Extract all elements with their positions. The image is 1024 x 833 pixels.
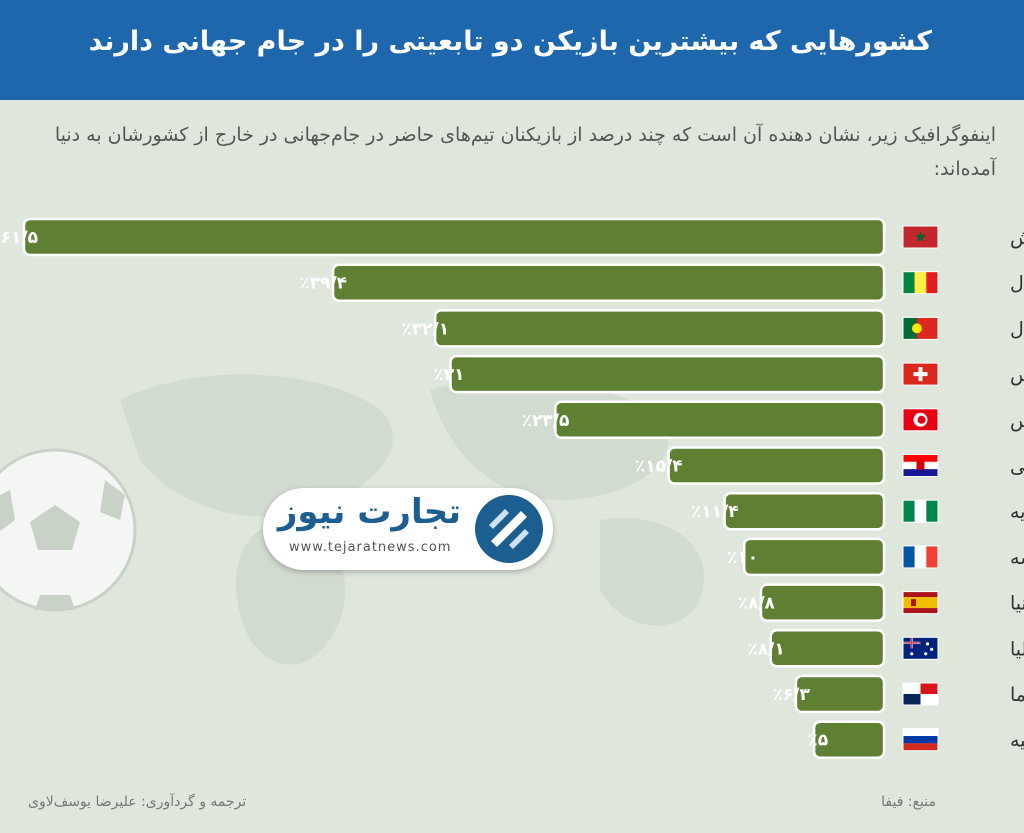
australia-flag-icon	[902, 636, 939, 660]
morocco-flag-icon	[902, 225, 939, 249]
bar	[812, 720, 886, 759]
data-label: ٪۲۳/۵	[522, 411, 570, 431]
spain-flag-icon	[902, 591, 939, 615]
bar	[554, 400, 886, 440]
logo-url: www.tejaratnews.com	[289, 540, 452, 555]
bar	[22, 217, 886, 257]
credit-note: ترجمه و گردآوری: علیرضا یوسف‌لاوی	[28, 794, 247, 810]
bar	[723, 491, 886, 531]
data-label: ٪۸/۱	[747, 639, 784, 659]
bar	[667, 446, 886, 485]
switzerland-flag-icon	[902, 362, 939, 386]
category-label: پرتغال	[1010, 318, 1024, 340]
tejaratnews-logo-mark-icon	[475, 495, 543, 563]
category-label: تونس	[1010, 410, 1024, 432]
page-title: کشورهایی که بیشترین بازیکن دو تابعیتی را…	[88, 26, 932, 57]
data-label: ٪۱۵/۴	[635, 457, 683, 477]
header-banner: کشورهایی که بیشترین بازیکن دو تابعیتی را…	[0, 0, 1024, 100]
data-label: ٪۳۹/۴	[299, 274, 347, 294]
panama-flag-icon	[902, 682, 939, 706]
data-label: ٪۳۱	[433, 365, 464, 385]
logo-name: تجارت نیوز	[277, 492, 461, 532]
bar	[759, 583, 886, 622]
portugal-flag-icon	[902, 316, 939, 340]
tunisia-flag-icon	[902, 408, 939, 432]
russia-flag-icon	[902, 728, 939, 752]
category-label: نیجریه	[1010, 501, 1024, 523]
data-label: ٪۶/۳	[773, 685, 811, 705]
category-label: سنگال	[1010, 272, 1024, 295]
bar	[769, 629, 886, 668]
bar	[433, 309, 886, 348]
tejaratnews-logo: تجارت نیوز www.tejaratnews.com	[263, 488, 553, 570]
category-label: سوئیس	[1010, 364, 1024, 386]
data-label: ٪۶۱/۵	[0, 228, 38, 248]
category-label: فرانسه	[1010, 547, 1024, 569]
data-label: ٪۳۲/۱	[401, 319, 449, 339]
category-label: استرالیا	[1010, 638, 1024, 660]
subtitle: اینفوگرافیک زیر، نشان دهنده آن است که چن…	[54, 124, 996, 180]
data-label: ٪۸/۸	[738, 594, 776, 614]
category-label: پاناما	[1010, 684, 1024, 706]
croatia-flag-icon	[902, 454, 939, 477]
data-label: ٪۱۱/۴	[691, 502, 739, 522]
soccer-ball-icon	[0, 448, 137, 612]
bar	[742, 537, 886, 577]
bar	[794, 674, 886, 714]
category-label: اسپانیا	[1010, 593, 1024, 615]
source-note: منبع: فیفا	[881, 794, 936, 810]
senegal-flag-icon	[902, 271, 939, 295]
data-label: ٪۵	[807, 731, 828, 751]
nigeria-flag-icon	[902, 499, 939, 523]
category-label: مراکش	[1010, 227, 1024, 249]
category-label: کرواسی	[1010, 456, 1024, 478]
bar	[331, 263, 886, 302]
france-flag-icon	[902, 545, 939, 569]
category-label: روسیه	[1010, 730, 1024, 752]
data-label: ٪۱۰	[727, 548, 758, 568]
bar	[449, 354, 886, 394]
